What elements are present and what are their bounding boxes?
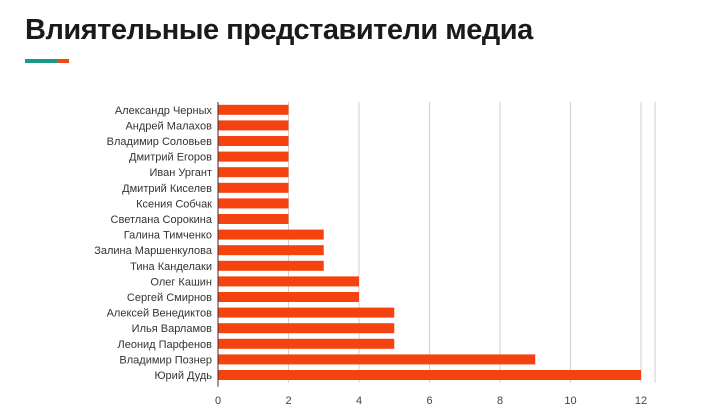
bar [218, 214, 289, 224]
category-label: Леонид Парфенов [118, 339, 213, 351]
bar [218, 198, 289, 209]
title-underline [25, 59, 69, 63]
x-tick-label: 8 [497, 395, 503, 407]
category-label: Галина Тимченко [124, 230, 212, 242]
x-tick-label: 10 [564, 395, 576, 407]
category-label: Иван Ургант [150, 167, 213, 179]
category-label: Дмитрий Егоров [129, 152, 212, 164]
bar [218, 104, 289, 115]
category-label: Залина Маршенкулова [94, 245, 213, 257]
bar [218, 292, 359, 302]
x-tick-label: 2 [285, 395, 291, 407]
x-tick-label: 4 [356, 395, 362, 407]
category-label: Алексей Венедиктов [107, 308, 213, 320]
bar [218, 229, 324, 240]
bar [218, 276, 359, 287]
bar [218, 167, 289, 178]
category-label: Илья Варламов [132, 323, 212, 335]
category-label: Владимир Познер [119, 354, 212, 366]
x-tick-label: 0 [215, 395, 221, 407]
category-label: Юрий Дудь [154, 370, 212, 382]
category-label: Ксения Собчак [136, 198, 212, 210]
category-label: Сергей Смирнов [127, 292, 212, 304]
bar [218, 182, 289, 193]
category-label: Тина Канделаки [130, 261, 212, 273]
bar [218, 260, 324, 271]
bar [218, 354, 536, 365]
x-tick-label: 12 [635, 395, 647, 407]
category-label: Светлана Сорокина [111, 214, 213, 226]
category-label: Андрей Малахов [125, 120, 212, 132]
bar [218, 151, 289, 162]
bar [218, 120, 289, 131]
bar [218, 136, 289, 146]
category-label: Владимир Соловьев [107, 136, 212, 148]
bar [218, 338, 395, 349]
bar [218, 370, 641, 380]
bar [218, 323, 395, 334]
category-label: Олег Кашин [150, 276, 212, 288]
x-tick-label: 6 [426, 395, 432, 407]
category-label: Александр Черных [115, 105, 213, 117]
category-label: Дмитрий Киселев [122, 183, 212, 195]
chart-title: Влиятельные представители медиа [25, 14, 533, 46]
bar [218, 245, 324, 256]
bar [218, 307, 395, 318]
